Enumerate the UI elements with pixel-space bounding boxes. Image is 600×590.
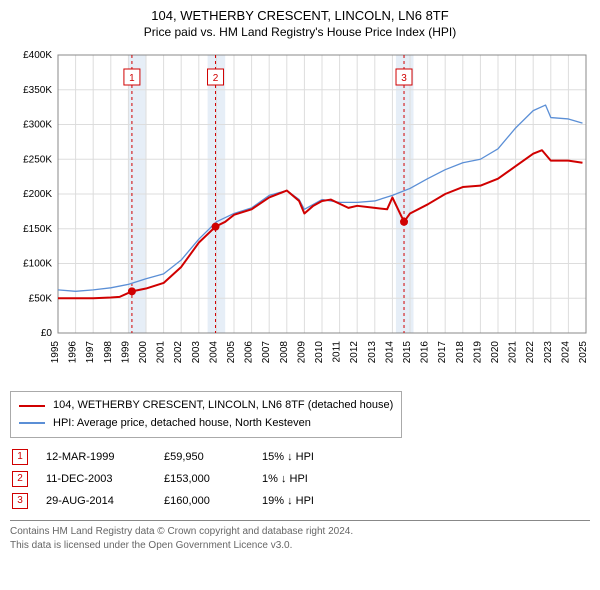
marker-delta-2: 1% ↓ HPI (262, 468, 352, 490)
svg-text:1995: 1995 (50, 341, 61, 364)
svg-text:2010: 2010 (314, 341, 325, 364)
svg-text:2004: 2004 (208, 341, 219, 364)
legend: 104, WETHERBY CRESCENT, LINCOLN, LN6 8TF… (10, 391, 402, 438)
svg-text:2018: 2018 (455, 341, 466, 364)
marker-badge-3: 3 (12, 493, 28, 509)
attribution: Contains HM Land Registry data © Crown c… (10, 520, 590, 553)
chart-svg: £0 £50K £100K £150K £200K £250K £300K £350K £400… (10, 45, 590, 385)
svg-text:£50K: £50K (29, 293, 53, 304)
svg-text:2025: 2025 (578, 341, 589, 364)
legend-row-1: HPI: Average price, detached house, Nort… (19, 415, 393, 433)
svg-text:2013: 2013 (367, 341, 378, 364)
svg-text:2007: 2007 (261, 341, 272, 364)
svg-text:2023: 2023 (543, 341, 554, 364)
svg-text:2021: 2021 (508, 341, 519, 364)
svg-text:£300K: £300K (23, 120, 52, 131)
svg-text:2019: 2019 (472, 341, 483, 364)
svg-text:2014: 2014 (384, 341, 395, 364)
marker-date-3: 29-AUG-2014 (46, 490, 146, 512)
marker-price-2: £153,000 (164, 468, 244, 490)
svg-text:2012: 2012 (349, 341, 360, 364)
svg-text:2016: 2016 (420, 341, 431, 364)
chart-plot: £0 £50K £100K £150K £200K £250K £300K £350K £400… (10, 45, 590, 385)
svg-text:2006: 2006 (244, 341, 255, 364)
chart-subtitle: Price paid vs. HM Land Registry's House … (10, 25, 590, 39)
svg-text:2000: 2000 (138, 341, 149, 364)
sale-markers-list: 1 12-MAR-1999 £59,950 15% ↓ HPI 2 11-DEC… (10, 446, 590, 512)
svg-text:1996: 1996 (68, 341, 79, 364)
marker-date-1: 12-MAR-1999 (46, 446, 146, 468)
marker-badge-2: 2 (12, 471, 28, 487)
attribution-line-1: Contains HM Land Registry data © Crown c… (10, 525, 590, 539)
marker-date-2: 11-DEC-2003 (46, 468, 146, 490)
svg-text:2005: 2005 (226, 341, 237, 364)
svg-text:1998: 1998 (103, 341, 114, 364)
marker-row-1: 1 12-MAR-1999 £59,950 15% ↓ HPI (10, 446, 590, 468)
legend-label-1: HPI: Average price, detached house, Nort… (53, 415, 311, 433)
title-block: 104, WETHERBY CRESCENT, LINCOLN, LN6 8TF… (10, 8, 590, 39)
svg-text:2024: 2024 (560, 341, 571, 364)
svg-text:2001: 2001 (156, 341, 167, 364)
marker-row-3: 3 29-AUG-2014 £160,000 19% ↓ HPI (10, 490, 590, 512)
marker-price-3: £160,000 (164, 490, 244, 512)
marker-delta-1: 15% ↓ HPI (262, 446, 352, 468)
svg-text:3: 3 (401, 73, 407, 84)
svg-text:2002: 2002 (173, 341, 184, 364)
svg-text:£400K: £400K (23, 50, 52, 61)
chart-title: 104, WETHERBY CRESCENT, LINCOLN, LN6 8TF (10, 8, 590, 23)
marker-row-2: 2 11-DEC-2003 £153,000 1% ↓ HPI (10, 468, 590, 490)
legend-row-0: 104, WETHERBY CRESCENT, LINCOLN, LN6 8TF… (19, 397, 393, 415)
legend-swatch-0 (19, 405, 45, 407)
svg-text:2008: 2008 (279, 341, 290, 364)
svg-text:2003: 2003 (191, 341, 202, 364)
marker-badge-1: 1 (12, 449, 28, 465)
svg-text:2011: 2011 (332, 341, 343, 363)
chart-container: 104, WETHERBY CRESCENT, LINCOLN, LN6 8TF… (0, 0, 600, 561)
svg-text:2017: 2017 (437, 341, 448, 364)
svg-text:1999: 1999 (120, 341, 131, 364)
legend-label-0: 104, WETHERBY CRESCENT, LINCOLN, LN6 8TF… (53, 397, 393, 415)
svg-text:£250K: £250K (23, 154, 52, 165)
svg-text:£350K: £350K (23, 85, 52, 96)
svg-text:2015: 2015 (402, 341, 413, 364)
marker-delta-3: 19% ↓ HPI (262, 490, 352, 512)
svg-text:£0: £0 (41, 328, 53, 339)
svg-text:£150K: £150K (23, 224, 52, 235)
svg-text:2020: 2020 (490, 341, 501, 364)
svg-text:2022: 2022 (525, 341, 536, 364)
marker-price-1: £59,950 (164, 446, 244, 468)
svg-text:£200K: £200K (23, 189, 52, 200)
svg-text:2: 2 (213, 73, 219, 84)
legend-swatch-1 (19, 422, 45, 424)
svg-text:2009: 2009 (296, 341, 307, 364)
svg-text:1997: 1997 (85, 341, 96, 364)
svg-text:1: 1 (129, 73, 135, 84)
svg-text:£100K: £100K (23, 259, 52, 270)
attribution-line-2: This data is licensed under the Open Gov… (10, 539, 590, 553)
